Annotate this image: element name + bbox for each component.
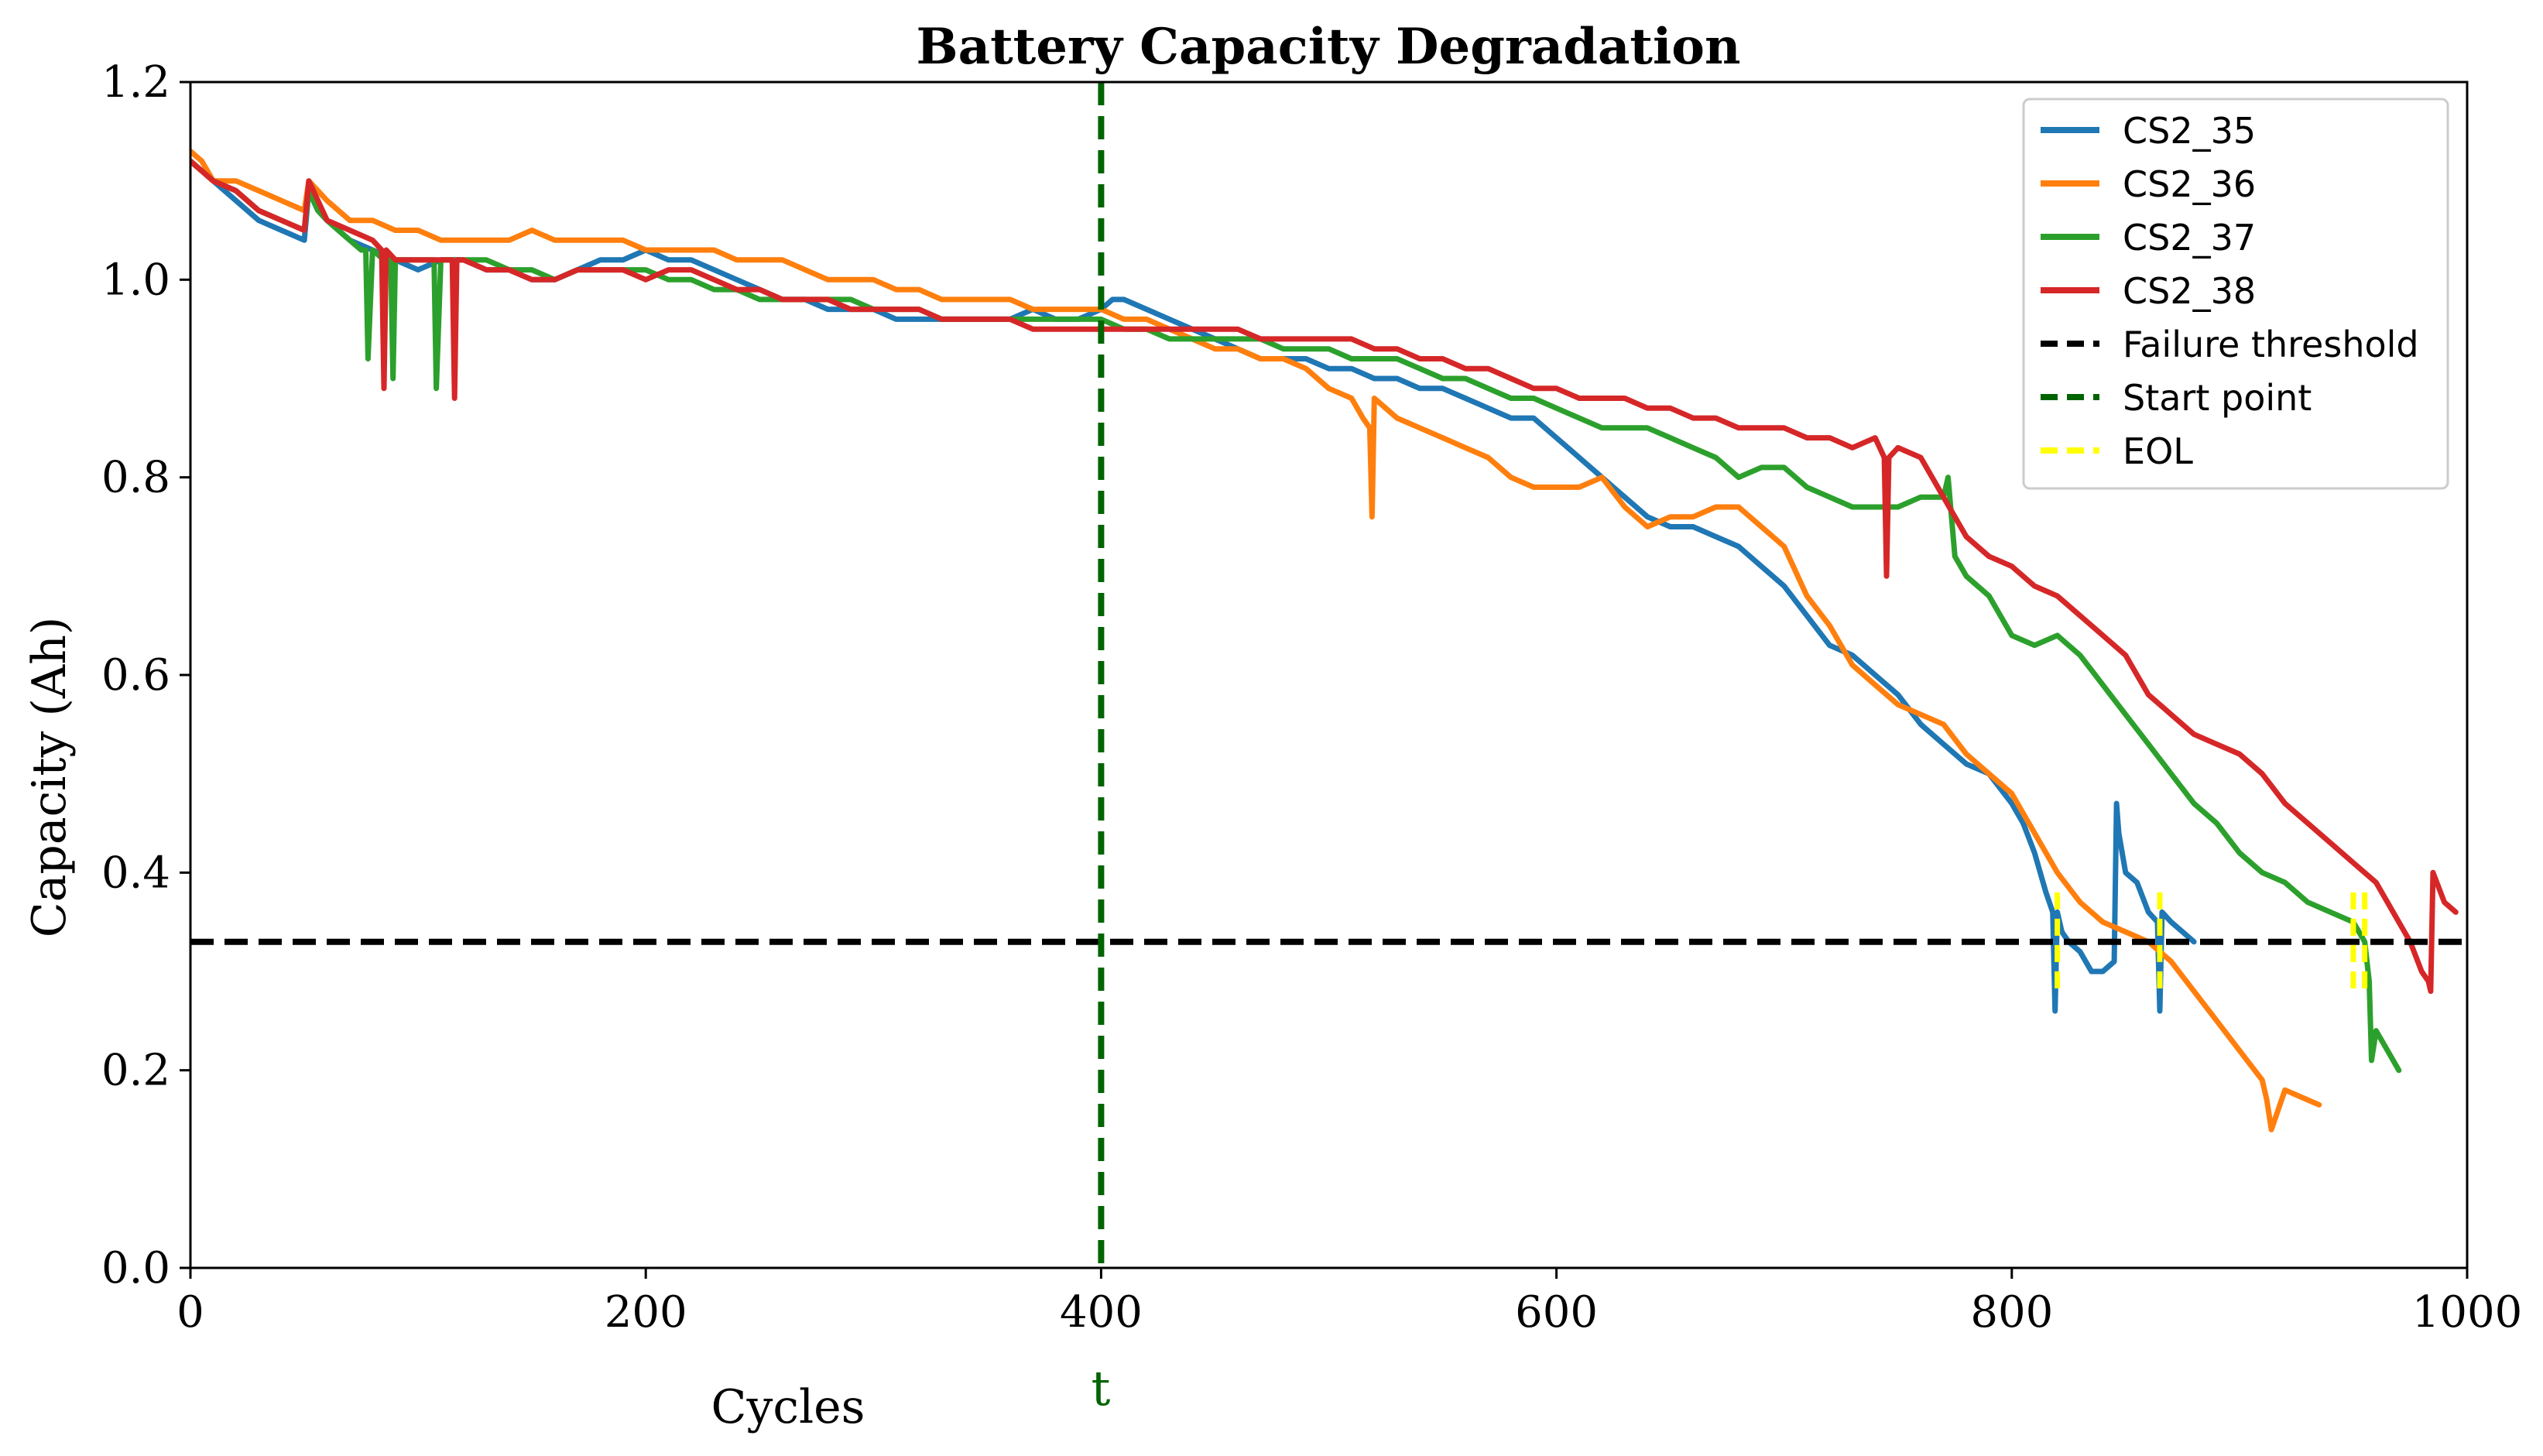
legend-label: CS2_37 [2123, 217, 2256, 259]
y-tick-label: 0.8 [101, 453, 170, 503]
legend-label: Failure threshold [2123, 324, 2419, 365]
reference-lines [190, 82, 2467, 1268]
x-tick-label: 800 [1970, 1287, 2053, 1338]
y-tick-label: 1.2 [101, 57, 170, 108]
legend-label: CS2_35 [2123, 110, 2256, 152]
y-tick-label: 0.2 [101, 1046, 170, 1096]
series-layer [190, 148, 2459, 1132]
x-tick-label: 0 [177, 1287, 204, 1338]
y-tick-label: 0.4 [101, 848, 170, 898]
ticks: 0 200 400 600 800 1000 0.0 0.2 0.4 0.6 0.8 1.0 1.2 [101, 57, 2522, 1338]
x-tick-label: 200 [605, 1287, 687, 1338]
legend-label: EOL [2123, 430, 2193, 472]
legend-label: Start point [2123, 377, 2312, 419]
chart-title: Battery Capacity Degradation [917, 18, 1741, 76]
series-line-cs2-36 [190, 148, 2322, 1132]
y-tick-label: 1.0 [101, 255, 170, 305]
legend: CS2_35 CS2_36 CS2_37 CS2_38 Failure threshol… [2022, 98, 2449, 490]
series-line-cs2-38 [190, 158, 2459, 994]
y-axis-label: Capacity (Ah) [22, 617, 77, 938]
y-tick-label: 0.6 [101, 650, 170, 701]
x-tick-label: 400 [1060, 1287, 1143, 1338]
y-tick-label: 0.0 [101, 1243, 170, 1293]
legend-label: CS2_38 [2123, 270, 2256, 312]
x-tick-label: 600 [1515, 1287, 1598, 1338]
series-line-cs2-35 [190, 158, 2197, 1014]
x-tick-label: 1000 [2412, 1287, 2523, 1338]
x-axis-label: Cycles [711, 1380, 865, 1434]
legend-box [2022, 98, 2449, 490]
legend-label: CS2_36 [2123, 163, 2256, 205]
start-point-t-label: t [1092, 1360, 1111, 1417]
